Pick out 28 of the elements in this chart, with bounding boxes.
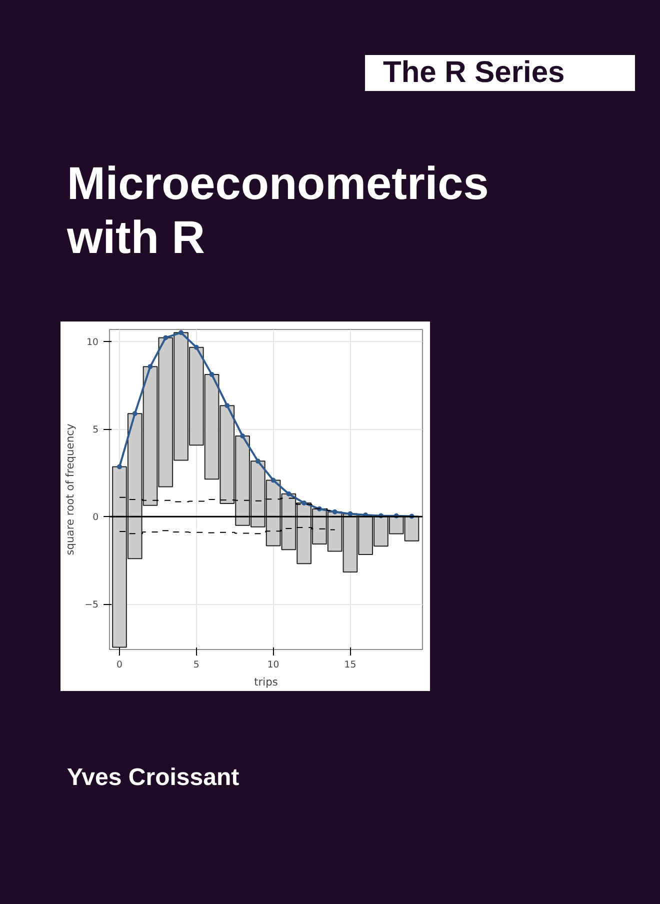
point <box>148 364 153 370</box>
point <box>132 411 138 416</box>
chart-title: Microeconometrics with R <box>67 156 490 264</box>
y-tick-label: 5 <box>92 424 99 436</box>
point <box>302 500 307 506</box>
y-tick-label: 0 <box>92 512 99 524</box>
point <box>348 511 353 516</box>
y-tick-label: 10 <box>86 337 99 348</box>
y-tick-label: −5 <box>84 600 99 611</box>
point <box>163 335 168 340</box>
x-axis-title: trips <box>254 676 278 688</box>
point <box>286 491 292 496</box>
point <box>255 458 260 464</box>
point <box>117 464 122 470</box>
chart-subtitle: The R Series <box>383 55 565 91</box>
point <box>240 433 246 438</box>
text: Yves Croissant <box>67 763 240 793</box>
point <box>270 478 276 483</box>
point <box>178 330 184 336</box>
y-axis-title: square root of frequency <box>64 424 77 556</box>
x-tick-label: 5 <box>193 660 200 670</box>
point <box>194 344 199 350</box>
point <box>332 509 338 514</box>
x-tick-label: 10 <box>267 660 280 670</box>
x-tick-label: 0 <box>116 660 123 670</box>
point <box>224 403 230 408</box>
point <box>209 372 214 377</box>
x-tick-label: 15 <box>344 660 356 670</box>
